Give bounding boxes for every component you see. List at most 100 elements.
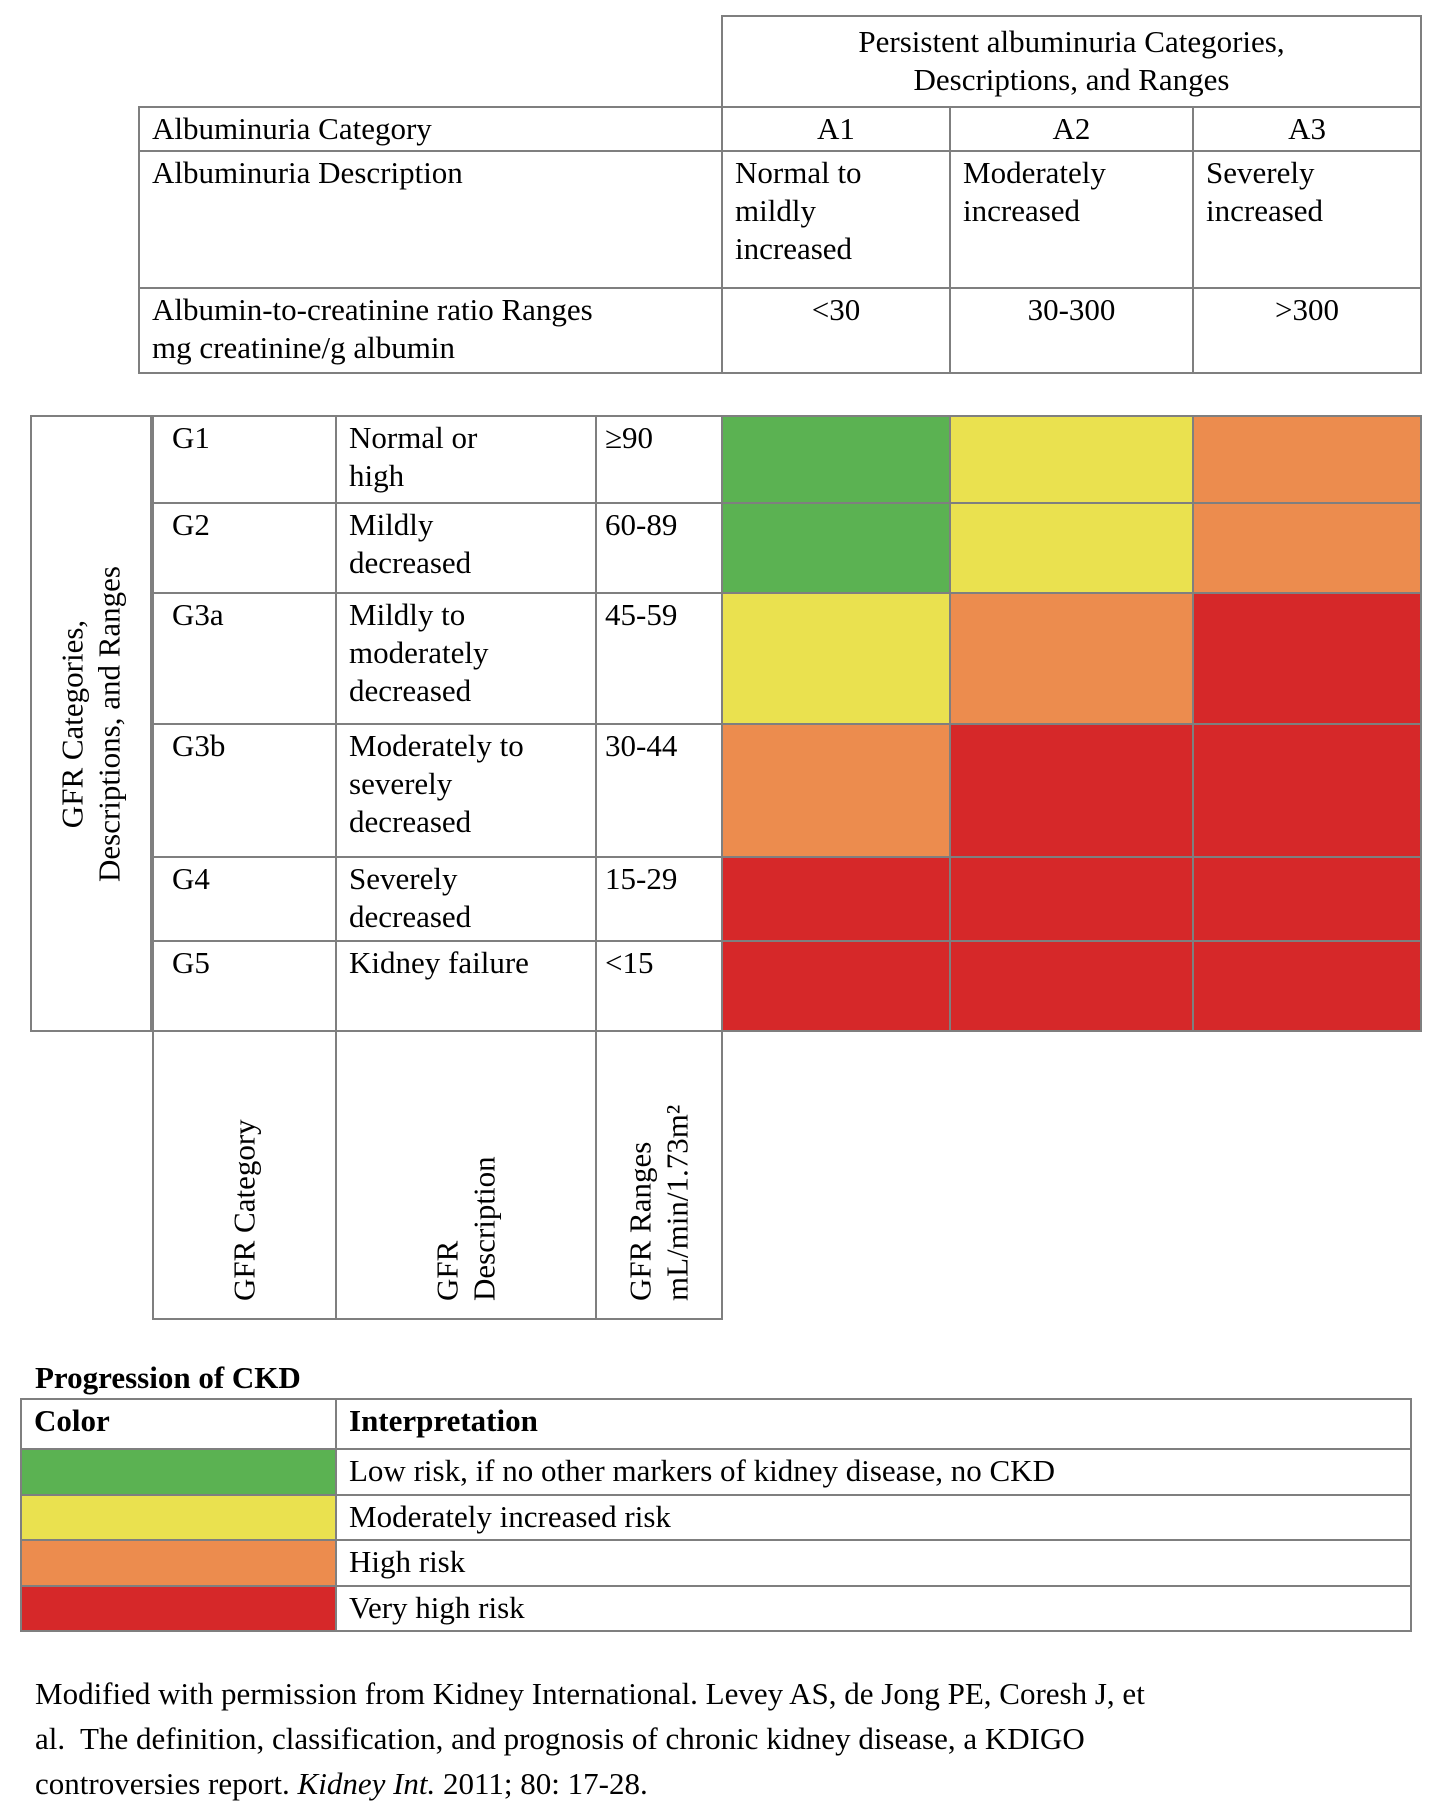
g2-desc-line2: decreased xyxy=(349,544,472,580)
gfr-ranges-column-label-cell: GFR Ranges mL/min/1.73m² xyxy=(595,1030,723,1320)
g1-desc-line1: Normal or xyxy=(349,420,478,455)
acr-row-label-line2: mg creatinine/g albumin xyxy=(152,329,456,365)
risk-cell-g2-a2 xyxy=(949,502,1194,594)
desc-a3-line2: increased xyxy=(1206,192,1324,228)
acr-row-label: Albumin-to-creatinine ratio Ranges mg cr… xyxy=(138,287,723,374)
gfr-ranges-column-label-line1: GFR Ranges xyxy=(622,1141,658,1301)
gfr-category-column-label-text: GFR Category xyxy=(226,1119,262,1301)
legend-swatch-red xyxy=(20,1585,337,1632)
risk-cell-g2-a3 xyxy=(1192,502,1422,594)
albuminuria-description-row-label: Albuminuria Description xyxy=(138,150,723,289)
desc-a1-line1: Normal to xyxy=(735,155,862,190)
risk-cell-g4-a3 xyxy=(1192,856,1422,942)
desc-a1-line3: increased xyxy=(735,230,853,266)
g5-desc-line1: Kidney failure xyxy=(349,945,529,980)
gfr-range-g1: ≥90 xyxy=(595,415,723,504)
albuminuria-header-line1: Persistent albuminuria Categories, xyxy=(858,24,1285,59)
g3b-desc-line1: Moderately to xyxy=(349,728,524,763)
gfr-risk-grid: G1 Normal or high ≥90 G2 Mildly decrease… xyxy=(152,415,1422,1032)
legend-interpretation-high: High risk xyxy=(335,1539,1412,1587)
acr-range-a3: >300 xyxy=(1191,287,1423,374)
desc-a2-line1: Moderately xyxy=(963,155,1106,190)
gfr-range-g5: <15 xyxy=(595,940,723,1032)
gfr-category-g3a: G3a xyxy=(152,592,337,725)
acr-range-a2: 30-300 xyxy=(949,287,1194,374)
legend-swatch-orange xyxy=(20,1539,337,1587)
gfr-axis-label-line2: Descriptions, and Ranges xyxy=(91,565,126,882)
risk-cell-g5-a2 xyxy=(949,940,1194,1032)
gfr-axis-label-box: GFR Categories, Descriptions, and Ranges xyxy=(30,415,152,1032)
gfr-ranges-column-label: GFR Ranges mL/min/1.73m² xyxy=(622,1049,695,1301)
gfr-category-column-label: GFR Category xyxy=(226,1049,263,1301)
gfr-category-g5: G5 xyxy=(152,940,337,1032)
risk-cell-g1-a1 xyxy=(721,415,951,504)
risk-cell-g2-a1 xyxy=(721,502,951,594)
legend-swatch-yellow xyxy=(20,1494,337,1541)
desc-a3-line1: Severely xyxy=(1206,155,1315,190)
legend-interpretation-moderate: Moderately increased risk xyxy=(335,1494,1412,1541)
gfr-range-g4: 15-29 xyxy=(595,856,723,942)
gfr-range-g3a: 45-59 xyxy=(595,592,723,725)
risk-cell-g4-a1 xyxy=(721,856,951,942)
albuminuria-table: Persistent albuminuria Categories, Descr… xyxy=(138,15,1423,374)
gfr-description-g2: Mildly decreased xyxy=(335,502,597,594)
citation-line3-post: 2011; 80: 17-28. xyxy=(435,1765,648,1801)
g1-desc-line2: high xyxy=(349,457,405,493)
risk-cell-g3a-a1 xyxy=(721,592,951,725)
gfr-description-column-label-cell: GFR Description xyxy=(335,1030,597,1320)
gfr-description-column-label-line1: GFR xyxy=(429,1240,465,1301)
g4-desc-line1: Severely xyxy=(349,861,458,896)
acr-range-a1: <30 xyxy=(721,287,951,374)
albuminuria-category-a1: A1 xyxy=(721,106,951,152)
albuminuria-category-a3: A3 xyxy=(1191,106,1423,152)
gfr-range-g2: 60-89 xyxy=(595,502,723,594)
citation-line1: Modified with permission from Kidney Int… xyxy=(35,1676,1145,1711)
albuminuria-category-a2: A2 xyxy=(949,106,1194,152)
albuminuria-header-line2: Descriptions, and Ranges xyxy=(913,61,1230,97)
legend-table: Color Interpretation Low risk, if no oth… xyxy=(20,1398,1412,1632)
gfr-description-g1: Normal or high xyxy=(335,415,597,504)
gfr-category-g1: G1 xyxy=(152,415,337,504)
citation-line2: al. The definition, classification, and … xyxy=(35,1720,1085,1756)
risk-cell-g5-a1 xyxy=(721,940,951,1032)
header-spacer xyxy=(139,16,722,107)
legend-title: Progression of CKD xyxy=(35,1360,301,1395)
risk-cell-g3b-a2 xyxy=(949,723,1194,858)
g3b-desc-line3: decreased xyxy=(349,803,472,839)
desc-a2-line2: increased xyxy=(963,192,1081,228)
gfr-bottom-labels: GFR Category GFR Description GFR Ranges … xyxy=(152,1030,723,1320)
albuminuria-category-row-label: Albuminuria Category xyxy=(138,106,723,152)
albuminuria-description-a2: Moderately increased xyxy=(949,150,1194,289)
risk-cell-g3a-a2 xyxy=(949,592,1194,725)
citation-line3: controversies report. Kidney Int. 2011; … xyxy=(35,1762,1185,1807)
g3a-desc-line3: decreased xyxy=(349,672,472,708)
gfr-range-g3b: 30-44 xyxy=(595,723,723,858)
risk-cell-g4-a2 xyxy=(949,856,1194,942)
gfr-description-column-label-line2: Description xyxy=(466,1156,501,1301)
g3a-desc-line1: Mildly to xyxy=(349,597,466,632)
albuminuria-description-a1: Normal to mildly increased xyxy=(721,150,951,289)
risk-cell-g1-a2 xyxy=(949,415,1194,504)
gfr-axis-label: GFR Categories, Descriptions, and Ranges xyxy=(54,444,127,1004)
gfr-axis-label-line1: GFR Categories, xyxy=(54,619,90,828)
risk-cell-g1-a3 xyxy=(1192,415,1422,504)
albuminuria-header: Persistent albuminuria Categories, Descr… xyxy=(720,15,1423,108)
g2-desc-line1: Mildly xyxy=(349,507,434,542)
gfr-category-column-label-cell: GFR Category xyxy=(152,1030,337,1320)
gfr-category-g2: G2 xyxy=(152,502,337,594)
albuminuria-description-a3: Severely increased xyxy=(1191,150,1423,289)
citation-line3-pre: controversies report. xyxy=(35,1765,298,1801)
legend-interpretation-low: Low risk, if no other markers of kidney … xyxy=(335,1448,1412,1496)
legend-interpretation-header: Interpretation xyxy=(335,1398,1412,1450)
acr-row-label-line1: Albumin-to-creatinine ratio Ranges xyxy=(152,292,593,327)
risk-cell-g5-a3 xyxy=(1192,940,1422,1032)
desc-a1-line2: mildly xyxy=(735,192,816,228)
legend-color-header: Color xyxy=(20,1398,337,1450)
g4-desc-line2: decreased xyxy=(349,898,472,934)
gfr-category-g4: G4 xyxy=(152,856,337,942)
citation-journal: Kidney Int. xyxy=(297,1765,436,1801)
gfr-description-column-label: GFR Description xyxy=(429,1049,502,1301)
citation: Modified with permission from Kidney Int… xyxy=(35,1672,1185,1807)
gfr-category-g3b: G3b xyxy=(152,723,337,858)
risk-cell-g3b-a3 xyxy=(1192,723,1422,858)
